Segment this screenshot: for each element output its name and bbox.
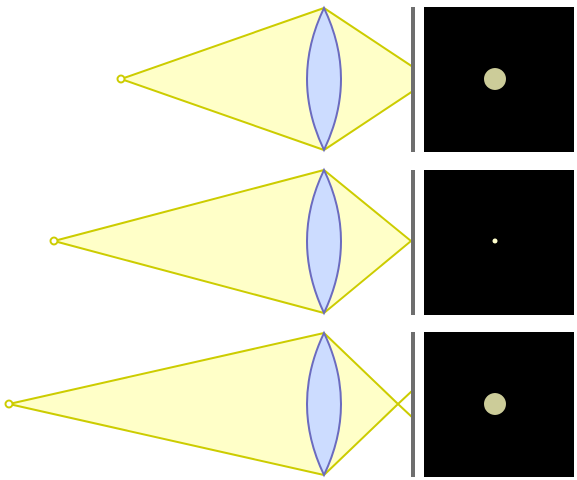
panel-focused-source (49, 167, 574, 316)
point-source (116, 74, 126, 84)
panel-far-source (4, 330, 574, 478)
image-spot-sharp (492, 238, 498, 244)
lens (306, 5, 342, 153)
diverging-ray-upper (397, 389, 414, 405)
diverging-ray-lower (397, 403, 414, 419)
panel-near-source (116, 5, 574, 153)
sensor-plane (411, 7, 415, 152)
point-source (49, 236, 59, 246)
incoming-ray-cone (8, 332, 325, 476)
lens (306, 167, 342, 316)
image-screen (424, 170, 574, 315)
incoming-ray-cone (53, 169, 325, 314)
sensor-plane (411, 332, 415, 477)
point-source (4, 399, 14, 409)
incoming-ray-cone (120, 7, 325, 151)
sensor-plane (411, 170, 415, 315)
lens (306, 330, 342, 478)
image-spot-blurred (484, 68, 506, 90)
image-spot-blurred (484, 393, 506, 415)
